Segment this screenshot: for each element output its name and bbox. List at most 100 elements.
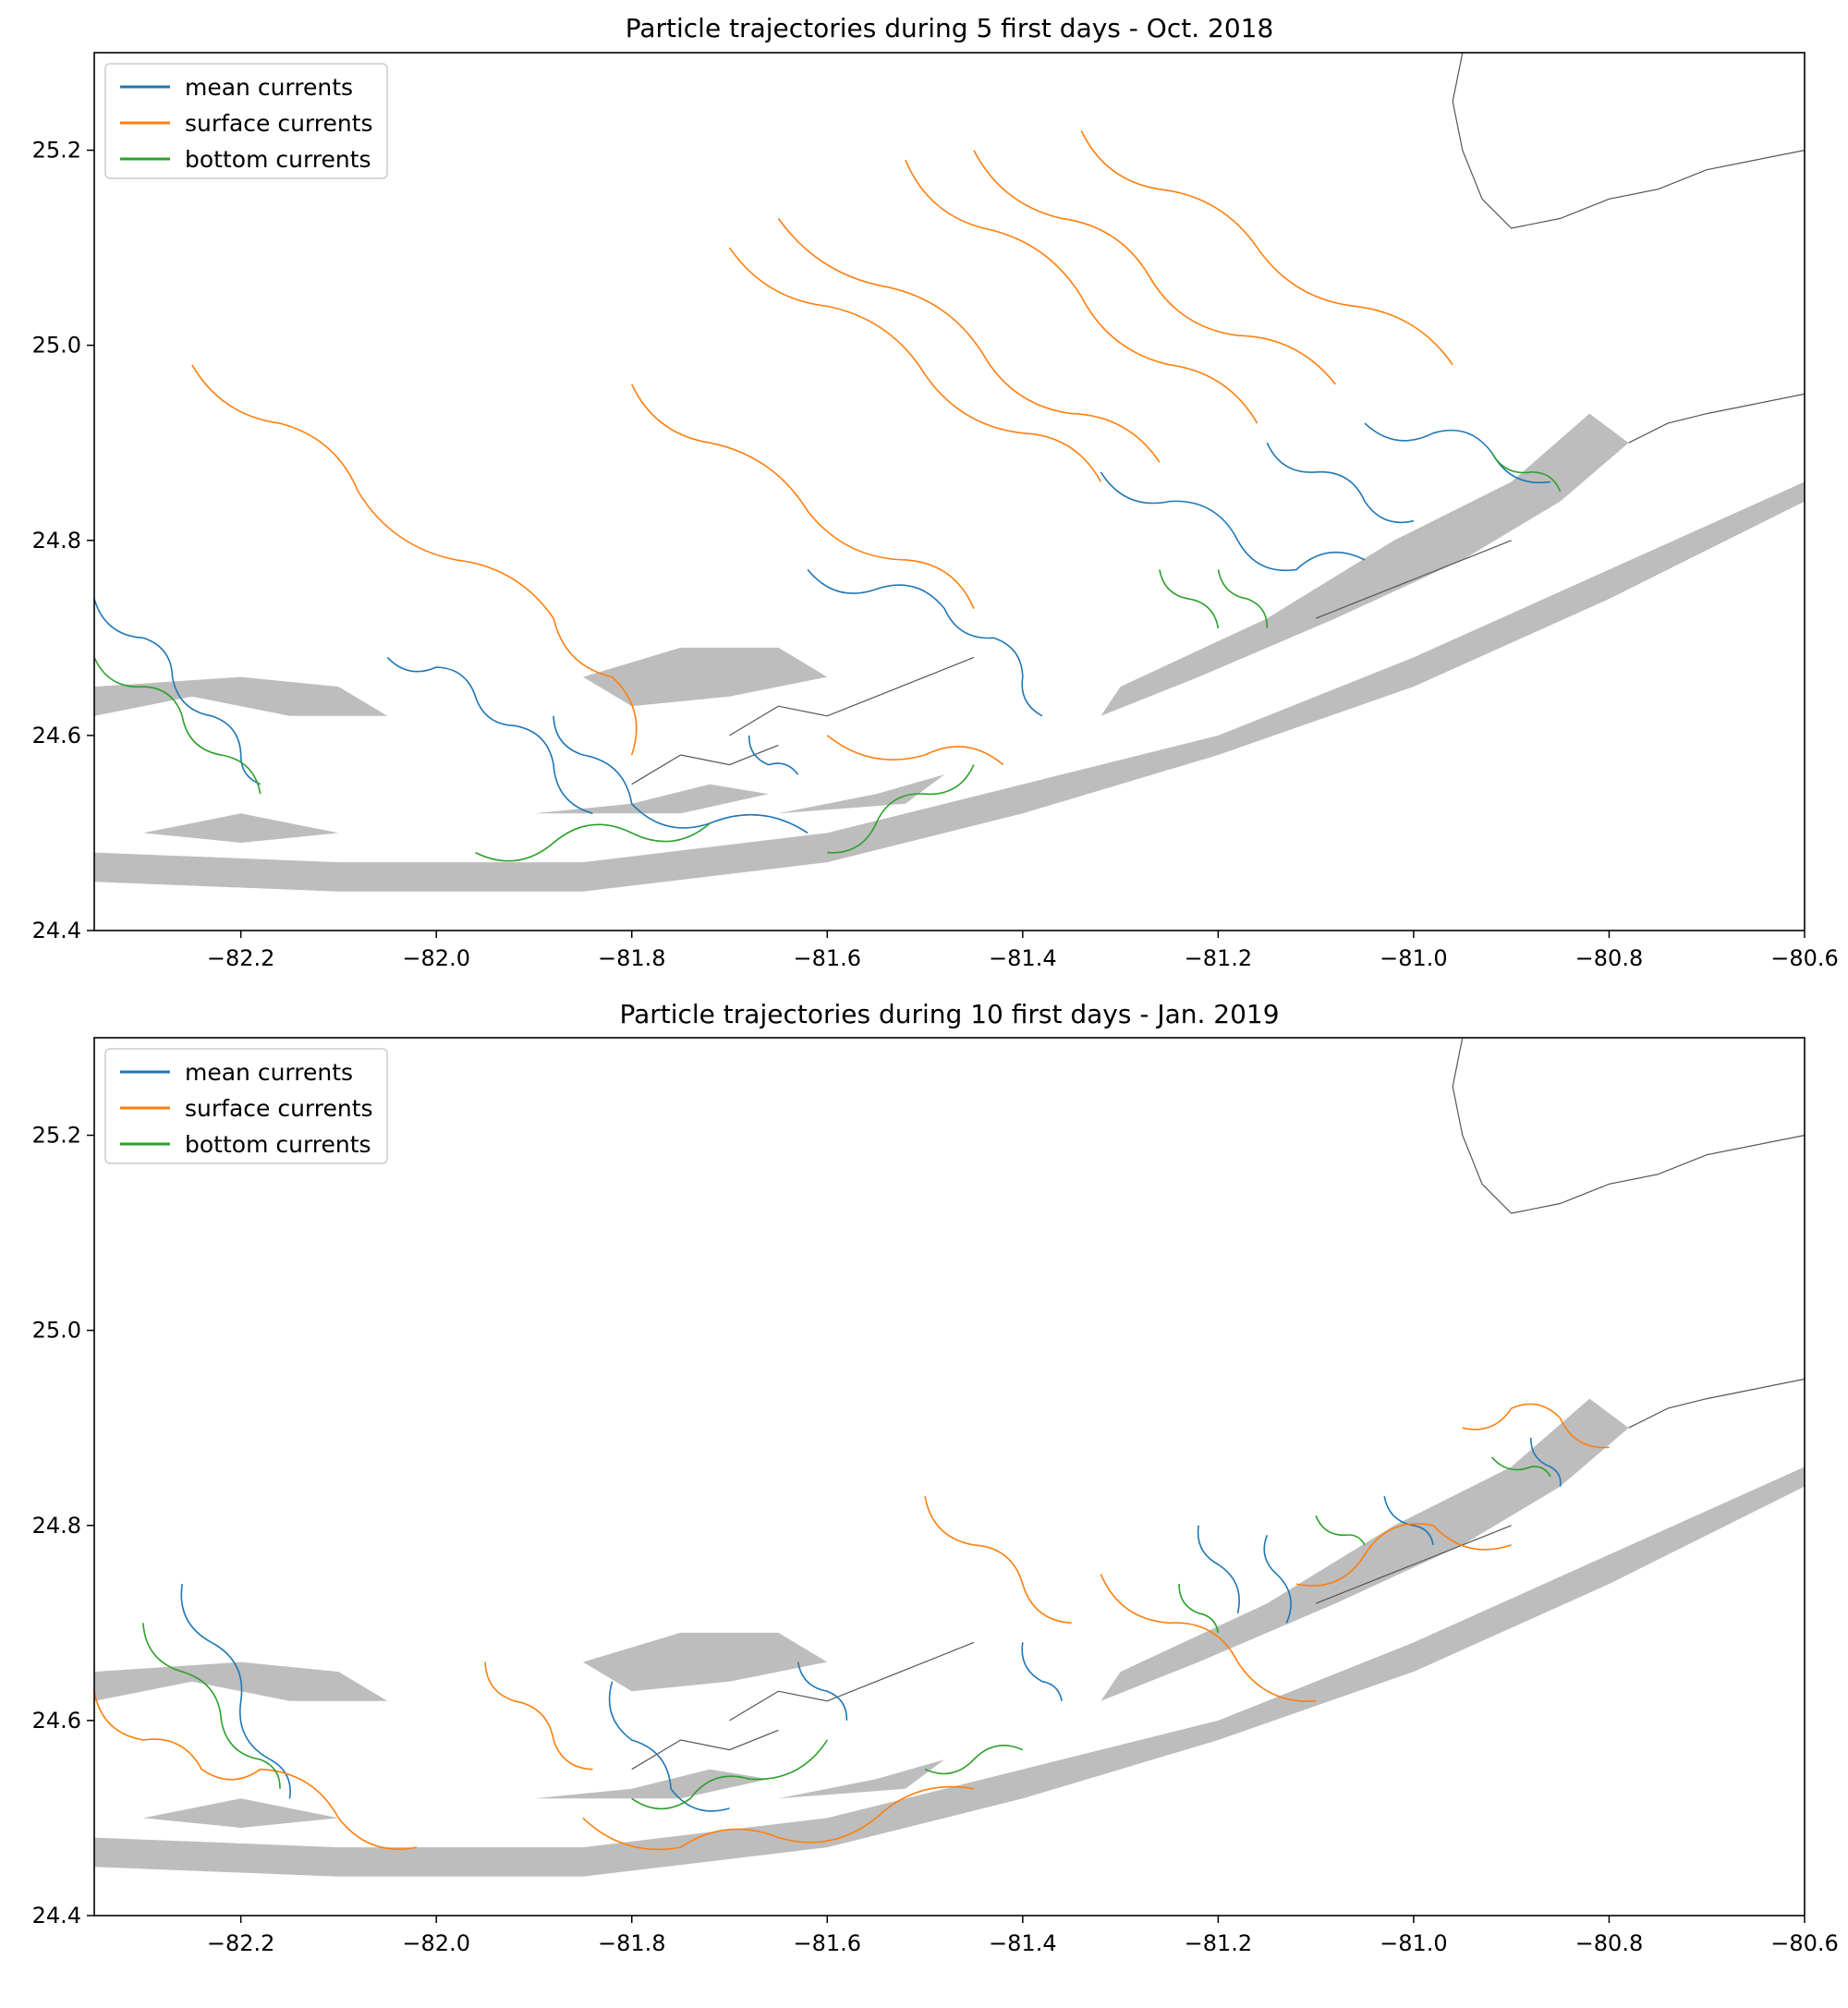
trajectory-mean	[1263, 1535, 1292, 1624]
chart-title: Particle trajectories during 5 first day…	[626, 13, 1274, 43]
coastline	[631, 1729, 779, 1771]
y-tick-label: 24.6	[32, 723, 81, 748]
trajectory-mean	[1100, 471, 1366, 572]
y-tick-label: 24.8	[32, 1513, 81, 1539]
y-tick-label: 24.6	[32, 1708, 81, 1734]
trajectory-bottom	[827, 764, 975, 854]
trajectory-bottom	[475, 822, 711, 862]
trajectory-mean	[1529, 1437, 1562, 1487]
legend-box	[104, 1048, 388, 1164]
y-tick-label: 25.2	[32, 138, 81, 164]
x-tick-label: −82.2	[207, 1930, 275, 1956]
trajectory-bottom	[1315, 1515, 1366, 1546]
shoal-area	[94, 1466, 1805, 1877]
legend-label: bottom currents	[185, 1131, 371, 1158]
coastline	[729, 656, 975, 736]
y-tick-label: 24.4	[32, 1903, 81, 1929]
trajectory-mean	[796, 1661, 848, 1721]
coastline	[631, 744, 779, 785]
trajectories	[94, 1403, 1610, 1851]
top-panel: Particle trajectories during 5 first day…	[32, 13, 1839, 971]
shoal-area	[582, 1632, 828, 1692]
legend-label: bottom currents	[185, 146, 371, 173]
trajectory-mean	[1266, 442, 1415, 524]
trajectory-mean	[386, 656, 593, 815]
trajectory-mean	[180, 1583, 291, 1799]
trajectory-bottom	[1217, 569, 1269, 628]
trajectory-bottom	[631, 1739, 828, 1810]
trajectory-surface	[1080, 130, 1453, 366]
x-tick-label: −81.2	[1185, 1930, 1253, 1956]
shoal-area	[1100, 413, 1629, 716]
x-tick-label: −82.2	[207, 945, 275, 971]
trajectory-mean	[608, 1681, 730, 1812]
shoal-area	[1100, 1398, 1629, 1701]
shoal-area	[94, 676, 388, 716]
shoal-area	[94, 481, 1805, 892]
shoal-area	[582, 647, 828, 707]
shoal-area	[778, 774, 945, 814]
x-tick-label: −81.8	[598, 1930, 666, 1956]
legend-label: surface currents	[185, 1095, 373, 1122]
x-tick-label: −80.6	[1770, 945, 1839, 971]
chart-title: Particle trajectories during 10 first da…	[619, 999, 1279, 1029]
x-tick-label: −82.0	[402, 945, 470, 971]
legend: mean currents surface currents bottom curr…	[104, 63, 388, 179]
trajectory-mean	[94, 598, 261, 785]
coastline	[1315, 540, 1512, 619]
trajectory-bottom	[1178, 1584, 1220, 1634]
legend-box	[104, 63, 388, 179]
trajectory-mean	[553, 715, 808, 834]
coastline	[1628, 393, 1805, 444]
y-tick-label: 24.8	[32, 528, 81, 554]
x-tick-label: −81.6	[794, 945, 862, 971]
trajectory-surface	[94, 1691, 418, 1850]
trajectory-surface	[826, 735, 1004, 766]
trajectories	[94, 130, 1562, 862]
shoal-area	[534, 784, 769, 814]
shoal-area	[534, 1769, 769, 1799]
coastline	[1452, 1038, 1805, 1214]
trajectory-surface	[630, 383, 975, 610]
trajectory-bottom	[142, 1623, 281, 1789]
trajectory-mean	[748, 735, 799, 775]
y-tick-label: 25.0	[32, 1318, 81, 1344]
map-background	[94, 1038, 1805, 1877]
trajectory-bottom	[1490, 452, 1562, 493]
coastline	[1452, 53, 1805, 229]
y-tick-label: 25.0	[32, 333, 81, 359]
shoal-area	[142, 813, 339, 843]
x-tick-label: −81.8	[598, 945, 666, 971]
x-tick-label: −80.8	[1575, 1930, 1644, 1956]
shoal-area	[778, 1759, 945, 1799]
coastline	[729, 1641, 975, 1722]
map-background	[94, 53, 1805, 892]
x-tick-label: −81.4	[989, 1930, 1057, 1956]
trajectory-surface	[905, 159, 1258, 424]
x-tick-label: −81.2	[1185, 945, 1253, 971]
legend: mean currents surface currents bottom curr…	[104, 1048, 388, 1164]
axes-frame	[93, 52, 1805, 931]
trajectory-surface	[924, 1495, 1072, 1625]
legend-label: mean currents	[185, 1059, 353, 1086]
trajectory-mean	[1021, 1642, 1063, 1701]
x-tick-label: −80.8	[1575, 945, 1644, 971]
trajectory-bottom	[94, 657, 261, 795]
trajectory-mean	[1197, 1525, 1240, 1613]
trajectory-mean	[1364, 422, 1551, 484]
legend-label: surface currents	[185, 110, 373, 137]
trajectory-surface	[484, 1661, 593, 1771]
axes-frame	[93, 1037, 1805, 1917]
trajectory-surface	[1295, 1523, 1512, 1587]
x-tick-label: −81.6	[794, 1930, 862, 1956]
trajectory-surface	[777, 217, 1161, 463]
shoal-area	[142, 1798, 339, 1828]
trajectory-mean	[807, 568, 1043, 717]
trajectory-surface	[728, 247, 1102, 482]
y-tick-label: 25.2	[32, 1123, 81, 1149]
coastline	[1628, 1378, 1805, 1429]
legend-label: mean currents	[185, 74, 353, 101]
x-tick-label: −81.0	[1380, 1930, 1448, 1956]
x-tick-label: −81.0	[1380, 945, 1448, 971]
